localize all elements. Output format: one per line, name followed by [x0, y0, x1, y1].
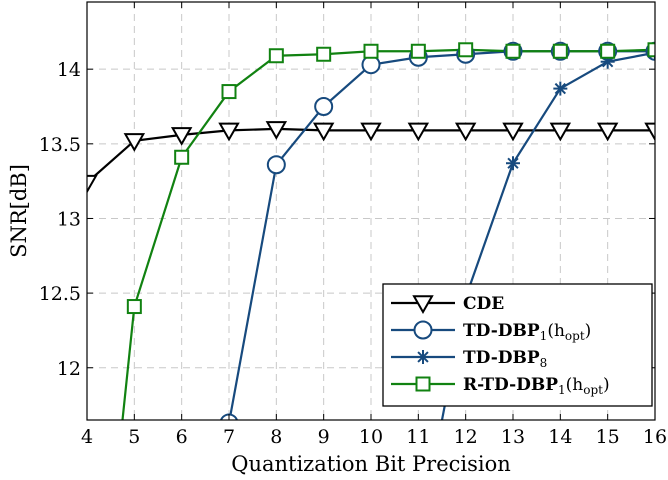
data-point-cde [87, 174, 98, 194]
x-tick-label: 8 [270, 426, 282, 448]
data-point-cde [265, 121, 288, 140]
x-tick-label: 16 [643, 426, 667, 448]
data-point-cde [170, 127, 193, 146]
data-point-r-td-dbp1-hopt- [410, 43, 426, 59]
data-point-td-dbp1-hopt- [314, 97, 334, 116]
x-tick-label: 5 [128, 426, 140, 448]
x-tick-label: 4 [81, 426, 93, 448]
legend-label-paren: (h [566, 375, 584, 395]
data-point-cde [218, 122, 240, 142]
legend-label-paren-sub: opt [583, 383, 603, 397]
axis-ticks [86, 2, 656, 420]
legend-label-sub: 1 [558, 383, 566, 397]
data-point-r-td-dbp1-hopt- [268, 48, 284, 64]
data-point-r-td-dbp1-hopt- [505, 43, 521, 59]
data-point-r-td-dbp1-hopt- [174, 149, 190, 165]
y-tick-label: 13.5 [39, 134, 81, 156]
data-point-r-td-dbp1-hopt- [363, 43, 379, 59]
y-tick-label: 12 [57, 358, 81, 380]
legend-label-td-dbp8: TD-DBP8 [463, 348, 547, 370]
x-axis-label: Quantization Bit Precision [231, 452, 511, 476]
x-tick-label: 13 [501, 426, 525, 448]
x-tick-label: 6 [176, 426, 188, 448]
legend-label-paren: (h [547, 321, 565, 341]
legend-label-cde: CDE [463, 294, 504, 314]
legend-label-main: TD-DBP [463, 321, 540, 341]
data-point-cde [312, 122, 335, 142]
legend-label-main: CDE [463, 294, 504, 314]
legend-marker-cde [412, 295, 434, 315]
legend-label-paren-sub: opt [565, 329, 585, 343]
data-point-cde [596, 122, 619, 142]
data-point-r-td-dbp1-hopt- [458, 42, 474, 58]
y-tick-labels: 12 12.5 13 13.5 14 [39, 59, 81, 380]
x-tick-label: 14 [548, 426, 572, 448]
legend-marker-r-td-dbp1-hopt- [415, 376, 431, 392]
legend-label-close: ) [585, 321, 592, 341]
y-tick-label: 14 [57, 59, 81, 81]
x-tick-label: 10 [359, 426, 383, 448]
data-point-cde [644, 122, 655, 142]
data-point-cde [549, 122, 572, 142]
data-point-r-td-dbp1-hopt- [600, 43, 616, 59]
y-tick-label: 13 [57, 208, 81, 230]
x-tick-label: 15 [596, 426, 620, 448]
data-point-cde [502, 122, 524, 142]
data-point-cde [407, 122, 430, 142]
legend-label-r-td-dbp1-hopt-: R-TD-DBP1(hopt) [463, 375, 610, 397]
data-point-cde [360, 122, 382, 142]
data-point-r-td-dbp1-hopt- [647, 42, 655, 58]
x-tick-label: 7 [223, 426, 235, 448]
legend-label-main: TD-DBP [463, 348, 540, 368]
data-point-r-td-dbp1-hopt- [126, 299, 142, 315]
y-tick-label: 12.5 [39, 283, 81, 305]
legend-label-sub: 8 [540, 356, 548, 370]
data-point-td-dbp8 [553, 81, 568, 96]
data-point-td-dbp1-hopt- [266, 155, 286, 175]
y-axis-label: SNR[dB] [7, 164, 31, 258]
x-tick-labels: 4 5 6 7 8 9 10 11 12 13 14 15 16 [81, 426, 667, 448]
data-point-td-dbp8 [506, 156, 520, 171]
legend-label-close: ) [603, 375, 610, 395]
x-tick-label: 11 [406, 426, 430, 448]
legend-label-main: R-TD-DBP [463, 375, 558, 395]
data-point-r-td-dbp1-hopt- [552, 43, 568, 59]
legend-marker-td-dbp1-hopt- [413, 320, 433, 340]
data-point-cde [123, 133, 146, 152]
x-tick-label: 9 [318, 426, 330, 448]
data-point-r-td-dbp1-hopt- [221, 84, 237, 100]
x-tick-label: 12 [454, 426, 478, 448]
series-markers [87, 41, 655, 420]
data-point-cde [454, 122, 477, 142]
legend-label-td-dbp1-hopt-: TD-DBP1(hopt) [463, 321, 591, 343]
data-point-r-td-dbp1-hopt- [316, 46, 332, 62]
legend-marker-td-dbp8 [416, 350, 430, 364]
legend-label-sub: 1 [540, 329, 548, 343]
